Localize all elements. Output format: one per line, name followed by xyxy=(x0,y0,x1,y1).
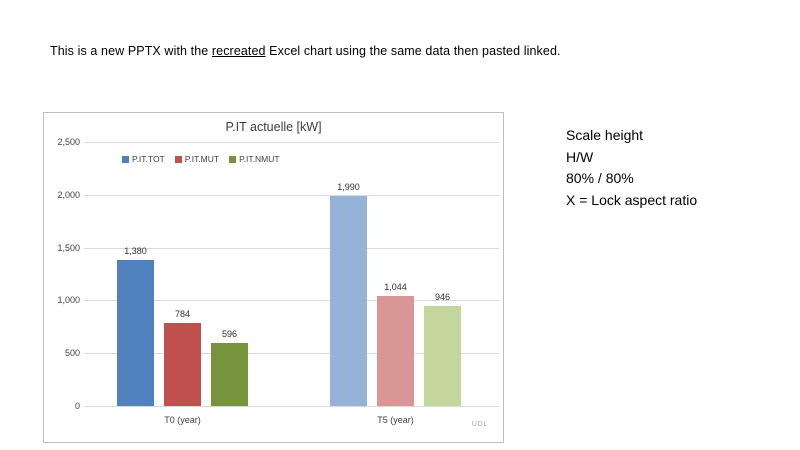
intro-text: This is a new PPTX with the recreated Ex… xyxy=(50,44,561,58)
intro-underlined-word: recreated xyxy=(211,43,266,58)
legend-swatch-icon xyxy=(122,155,129,163)
legend-item-p.it.nmut[interactable]: P.IT.NMUT xyxy=(229,154,280,164)
bar-value-label: 1,044 xyxy=(384,282,407,292)
legend-swatch-icon xyxy=(174,155,182,163)
side-note: Scale height H/W 80% / 80% X = Lock aspe… xyxy=(566,125,697,211)
intro-suffix: Excel chart using the same data then pas… xyxy=(265,43,561,58)
gridline xyxy=(84,300,499,301)
y-axis-tick-label: 2,500 xyxy=(57,136,80,147)
bar-p.it.nmut-t0[interactable] xyxy=(211,343,248,406)
bar-value-label: 1,380 xyxy=(124,246,147,256)
chart-title: P.IT actuelle [kW] xyxy=(225,120,322,134)
legend-label: P.IT.TOT xyxy=(132,154,165,164)
excel-chart-object[interactable]: P.IT actuelle [kW] P.IT.TOT P.IT.MUT P.IT.… xyxy=(43,112,504,443)
y-axis-tick-label: 0 xyxy=(74,400,80,411)
y-axis-tick-label: 1,500 xyxy=(57,242,80,253)
bar-p.it.mut-t5[interactable] xyxy=(377,296,414,406)
legend-item-p.it.mut[interactable]: P.IT.MUT xyxy=(174,154,220,164)
bar-value-label: 946 xyxy=(434,292,451,302)
intro-prefix: This is a new PPTX with the xyxy=(50,43,212,58)
chart-watermark: UDL xyxy=(471,419,488,428)
gridline xyxy=(84,142,499,143)
legend-label: P.IT.MUT xyxy=(184,154,220,164)
side-note-line: X = Lock aspect ratio xyxy=(566,191,698,208)
legend-swatch-icon xyxy=(229,155,237,163)
y-axis-tick-label: 2,000 xyxy=(57,189,80,200)
x-axis-category-label: T0 (year) xyxy=(164,415,201,425)
y-axis-tick-label: 500 xyxy=(64,347,80,358)
gridline xyxy=(84,248,499,249)
bar-value-label: 1,990 xyxy=(337,182,360,192)
bar-p.it.tot-t0[interactable] xyxy=(117,260,154,406)
bar-p.it.nmut-t5[interactable] xyxy=(424,306,461,406)
legend-label: P.IT.NMUT xyxy=(239,154,280,164)
bar-p.it.tot-t5[interactable] xyxy=(330,196,367,406)
bar-value-label: 596 xyxy=(221,329,238,339)
side-note-line: H/W xyxy=(566,148,594,165)
gridline xyxy=(84,353,499,354)
gridline xyxy=(84,195,499,196)
side-note-line: Scale height xyxy=(566,127,644,143)
y-axis-tick-label: 1,000 xyxy=(57,294,80,305)
gridline xyxy=(84,406,499,407)
bar-value-label: 784 xyxy=(174,309,191,319)
bar-p.it.mut-t0[interactable] xyxy=(164,323,201,406)
x-axis-category-label: T5 (year) xyxy=(377,415,414,425)
side-note-line: 80% / 80% xyxy=(566,170,634,186)
legend-item-p.it.tot[interactable]: P.IT.TOT xyxy=(122,154,165,164)
chart-legend: P.IT.TOT P.IT.MUT P.IT.NMUT xyxy=(122,154,280,164)
